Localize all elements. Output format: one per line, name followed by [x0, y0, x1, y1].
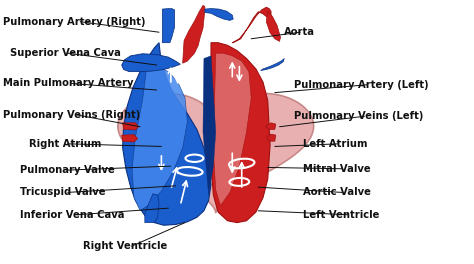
Text: Tricuspid Valve: Tricuspid Valve [19, 187, 105, 197]
Text: Right Atrium: Right Atrium [29, 139, 101, 149]
Polygon shape [261, 58, 284, 70]
Polygon shape [162, 8, 174, 43]
Text: Main Pulmonary Artery: Main Pulmonary Artery [3, 78, 134, 88]
Text: Inferior Vena Cava: Inferior Vena Cava [19, 210, 124, 220]
Polygon shape [203, 56, 216, 195]
Text: Mitral Valve: Mitral Valve [303, 164, 371, 174]
Polygon shape [266, 11, 281, 41]
Polygon shape [205, 8, 233, 20]
Polygon shape [265, 123, 276, 129]
Text: Left Ventricle: Left Ventricle [303, 210, 380, 220]
Polygon shape [232, 7, 271, 43]
Polygon shape [213, 53, 251, 206]
Polygon shape [118, 93, 314, 213]
Text: Right Ventricle: Right Ventricle [83, 241, 168, 251]
Polygon shape [122, 135, 138, 142]
Text: Pulmonary Veins (Left): Pulmonary Veins (Left) [294, 111, 423, 121]
Text: Pulmonary Valve: Pulmonary Valve [19, 165, 114, 175]
Polygon shape [122, 54, 180, 72]
Text: Aorta: Aorta [284, 27, 315, 37]
Text: Aortic Valve: Aortic Valve [303, 187, 371, 197]
Text: Superior Vena Cava: Superior Vena Cava [10, 48, 121, 58]
Polygon shape [211, 43, 270, 223]
Polygon shape [123, 43, 211, 225]
Text: Pulmonary Veins (Right): Pulmonary Veins (Right) [3, 110, 140, 120]
Text: Pulmonary Artery (Left): Pulmonary Artery (Left) [294, 80, 428, 90]
Polygon shape [145, 194, 159, 223]
Polygon shape [182, 6, 205, 63]
Text: Pulmonary Artery (Right): Pulmonary Artery (Right) [3, 17, 146, 27]
Text: Left Atrium: Left Atrium [303, 139, 368, 149]
Polygon shape [266, 134, 276, 141]
Polygon shape [123, 123, 139, 130]
Polygon shape [132, 64, 187, 211]
